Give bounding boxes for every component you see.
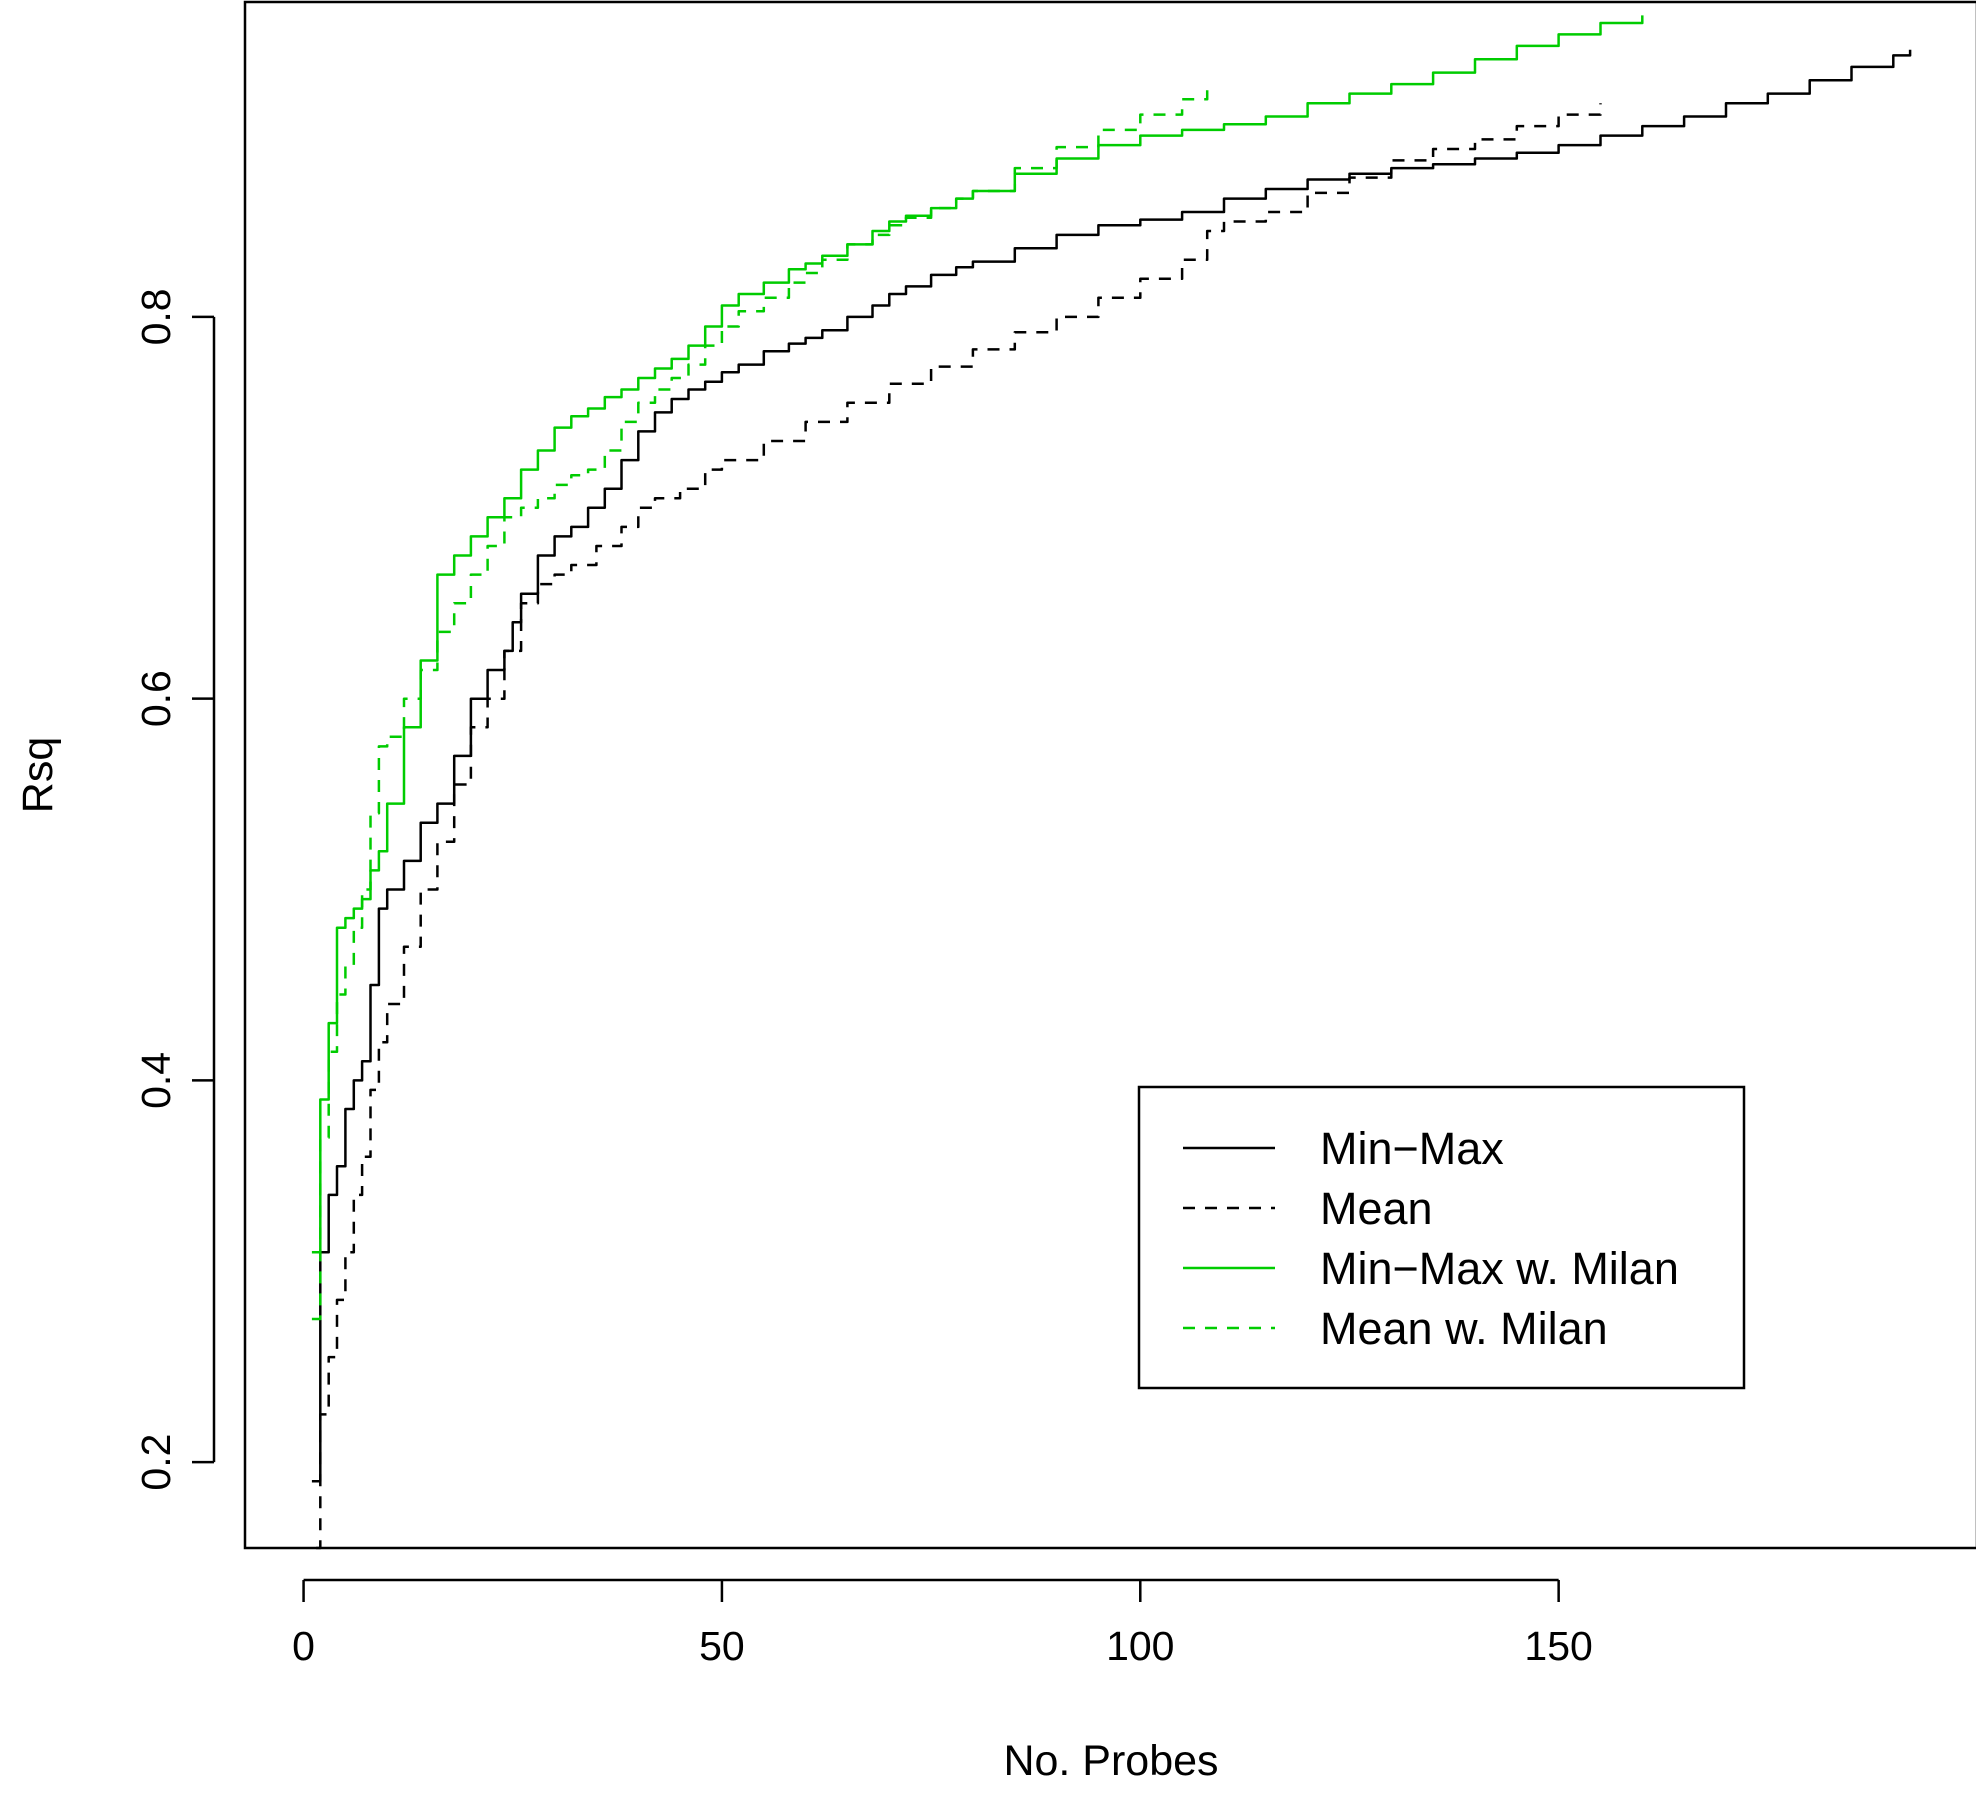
series-line-0 bbox=[311, 49, 1912, 1483]
legend-label-min-max-milan: Min−Max w. Milan bbox=[1320, 1243, 1679, 1294]
x-tick-label: 0 bbox=[292, 1623, 315, 1669]
y-tick-label: 0.6 bbox=[133, 670, 179, 727]
series-line-2 bbox=[311, 15, 1644, 1254]
x-axis: 0 50 100 150 bbox=[292, 1578, 1593, 1669]
x-tick-label: 50 bbox=[699, 1623, 745, 1669]
legend-label-mean: Mean bbox=[1320, 1183, 1433, 1234]
x-axis-title: No. Probes bbox=[1003, 1737, 1218, 1785]
legend-label-min-max: Min−Max bbox=[1320, 1123, 1504, 1174]
y-tick-label: 0.2 bbox=[133, 1434, 179, 1491]
y-tick-label: 0.4 bbox=[133, 1052, 179, 1109]
x-tick-label: 150 bbox=[1524, 1623, 1592, 1669]
x-tick-label: 100 bbox=[1106, 1623, 1174, 1669]
series-line-3 bbox=[311, 87, 1209, 1321]
series-line-1 bbox=[316, 103, 1602, 1550]
y-axis: 0.2 0.4 0.6 0.8 bbox=[133, 288, 216, 1491]
series-layer bbox=[311, 15, 1912, 1550]
legend-box bbox=[1137, 1085, 1746, 1390]
legend: Min−Max Mean Min−Max w. Milan Mean w. Mi… bbox=[1137, 1085, 1746, 1390]
legend-label-mean-milan: Mean w. Milan bbox=[1320, 1303, 1608, 1354]
y-tick-label: 0.8 bbox=[133, 288, 179, 345]
plot-box bbox=[243, 0, 1976, 1550]
y-axis-title: Rsq bbox=[14, 737, 62, 813]
